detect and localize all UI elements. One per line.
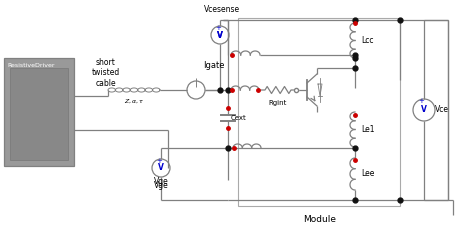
Text: +: +	[418, 98, 424, 104]
Bar	[238, 18, 400, 206]
Text: Vce: Vce	[435, 106, 449, 114]
Bar	[10, 68, 68, 160]
Text: ResistiveDriver: ResistiveDriver	[7, 63, 55, 68]
Text: V: V	[421, 106, 427, 114]
Text: Le1: Le1	[361, 125, 374, 134]
Text: V: V	[217, 30, 223, 39]
Text: Rgint: Rgint	[269, 100, 287, 106]
Text: +: +	[215, 25, 221, 31]
Text: V: V	[158, 164, 164, 172]
Text: Module: Module	[303, 215, 337, 224]
Text: V: V	[217, 30, 223, 39]
Text: Lee: Lee	[361, 169, 374, 178]
Text: Lcc: Lcc	[361, 36, 374, 45]
Bar	[4, 58, 74, 166]
Text: Vcesense: Vcesense	[204, 5, 240, 14]
Text: Vge: Vge	[154, 181, 168, 190]
Text: $Z, \alpha, \tau$: $Z, \alpha, \tau$	[124, 98, 145, 106]
Text: Vge: Vge	[154, 177, 168, 186]
Text: short
twisted
cable: short twisted cable	[92, 58, 120, 88]
Text: Cext: Cext	[231, 115, 247, 121]
Text: +: +	[156, 158, 162, 164]
Text: Igate: Igate	[203, 61, 225, 70]
